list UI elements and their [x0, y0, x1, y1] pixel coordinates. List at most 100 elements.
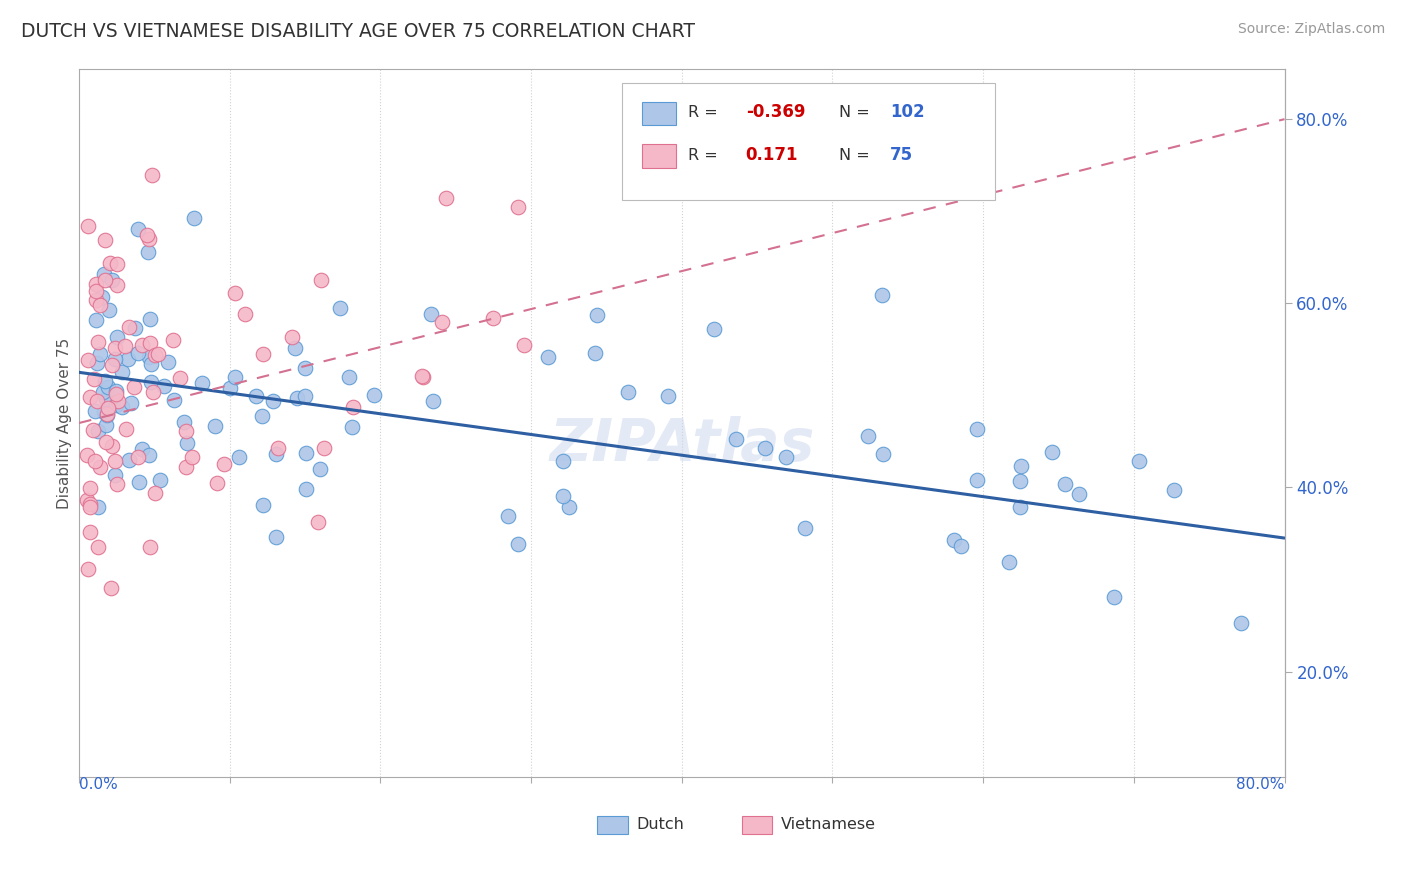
- Point: [204, 418, 226, 433]
- Point: [482, 311, 505, 326]
- Point: [228, 450, 250, 464]
- Point: [79, 497, 101, 511]
- Point: [617, 384, 640, 399]
- Point: [872, 447, 894, 461]
- Point: [506, 536, 529, 550]
- Point: [84, 453, 107, 467]
- Point: [89, 347, 111, 361]
- Point: [966, 473, 988, 487]
- Point: [111, 401, 134, 415]
- Point: [152, 379, 174, 393]
- Text: ZIPAtlas: ZIPAtlas: [550, 416, 814, 473]
- Point: [97, 302, 120, 317]
- Bar: [742, 816, 772, 834]
- Point: [82, 423, 104, 437]
- Point: [136, 228, 159, 243]
- Point: [87, 500, 110, 515]
- Point: [89, 298, 111, 312]
- Bar: [598, 816, 627, 834]
- Point: [101, 273, 124, 287]
- Point: [105, 257, 128, 271]
- Point: [124, 321, 146, 335]
- Point: [97, 401, 120, 416]
- Point: [122, 380, 145, 394]
- Point: [111, 365, 134, 379]
- Point: [93, 233, 115, 247]
- Point: [1040, 445, 1063, 459]
- Point: [558, 500, 581, 514]
- Point: [422, 393, 444, 408]
- Point: [104, 352, 127, 367]
- Point: [143, 348, 166, 362]
- Text: 80.0%: 80.0%: [1236, 778, 1285, 792]
- Point: [139, 358, 162, 372]
- Point: [104, 453, 127, 467]
- Point: [86, 334, 108, 349]
- Point: [139, 541, 162, 555]
- Point: [139, 336, 162, 351]
- Point: [100, 581, 122, 595]
- Text: Source: ZipAtlas.com: Source: ZipAtlas.com: [1237, 22, 1385, 37]
- Point: [105, 387, 128, 401]
- Text: DUTCH VS VIETNAMESE DISABILITY AGE OVER 75 CORRELATION CHART: DUTCH VS VIETNAMESE DISABILITY AGE OVER …: [21, 22, 695, 41]
- Point: [537, 350, 560, 364]
- Point: [138, 351, 160, 365]
- Point: [162, 334, 184, 348]
- Point: [89, 460, 111, 475]
- Point: [96, 407, 118, 421]
- Point: [86, 393, 108, 408]
- Point: [363, 388, 385, 402]
- Point: [93, 404, 115, 418]
- Point: [169, 370, 191, 384]
- Y-axis label: Disability Age Over 75: Disability Age Over 75: [58, 337, 72, 508]
- FancyBboxPatch shape: [621, 83, 995, 200]
- Point: [1008, 475, 1031, 489]
- Text: R =: R =: [688, 147, 717, 162]
- Point: [294, 361, 316, 376]
- Point: [219, 381, 242, 395]
- Point: [83, 371, 105, 385]
- Point: [101, 439, 124, 453]
- Point: [86, 356, 108, 370]
- Text: R =: R =: [688, 105, 717, 120]
- Point: [98, 256, 121, 270]
- Text: Dutch: Dutch: [636, 817, 683, 832]
- Point: [1054, 477, 1077, 491]
- Point: [1010, 458, 1032, 473]
- Point: [553, 454, 575, 468]
- Point: [513, 338, 536, 352]
- Point: [337, 369, 360, 384]
- Text: 75: 75: [890, 146, 914, 164]
- Point: [312, 441, 335, 455]
- Point: [586, 308, 609, 322]
- Point: [173, 415, 195, 429]
- Text: -0.369: -0.369: [745, 103, 806, 121]
- Point: [1102, 590, 1125, 604]
- Point: [79, 481, 101, 495]
- Point: [97, 380, 120, 394]
- Text: N =: N =: [838, 147, 869, 162]
- Text: Vietnamese: Vietnamese: [780, 817, 876, 832]
- Point: [96, 392, 118, 406]
- Point: [142, 385, 165, 400]
- Point: [131, 442, 153, 457]
- Point: [212, 458, 235, 472]
- Point: [295, 482, 318, 496]
- Point: [141, 375, 163, 389]
- Point: [943, 533, 966, 547]
- Point: [284, 341, 307, 355]
- Point: [294, 389, 316, 403]
- Point: [107, 393, 129, 408]
- Point: [91, 289, 114, 303]
- Point: [342, 400, 364, 414]
- Point: [432, 315, 454, 329]
- Point: [118, 320, 141, 334]
- Point: [105, 477, 128, 491]
- Point: [127, 222, 149, 236]
- Point: [280, 330, 302, 344]
- Point: [329, 301, 352, 315]
- Point: [77, 219, 100, 234]
- Point: [858, 428, 880, 442]
- Point: [127, 450, 149, 464]
- Point: [342, 420, 364, 434]
